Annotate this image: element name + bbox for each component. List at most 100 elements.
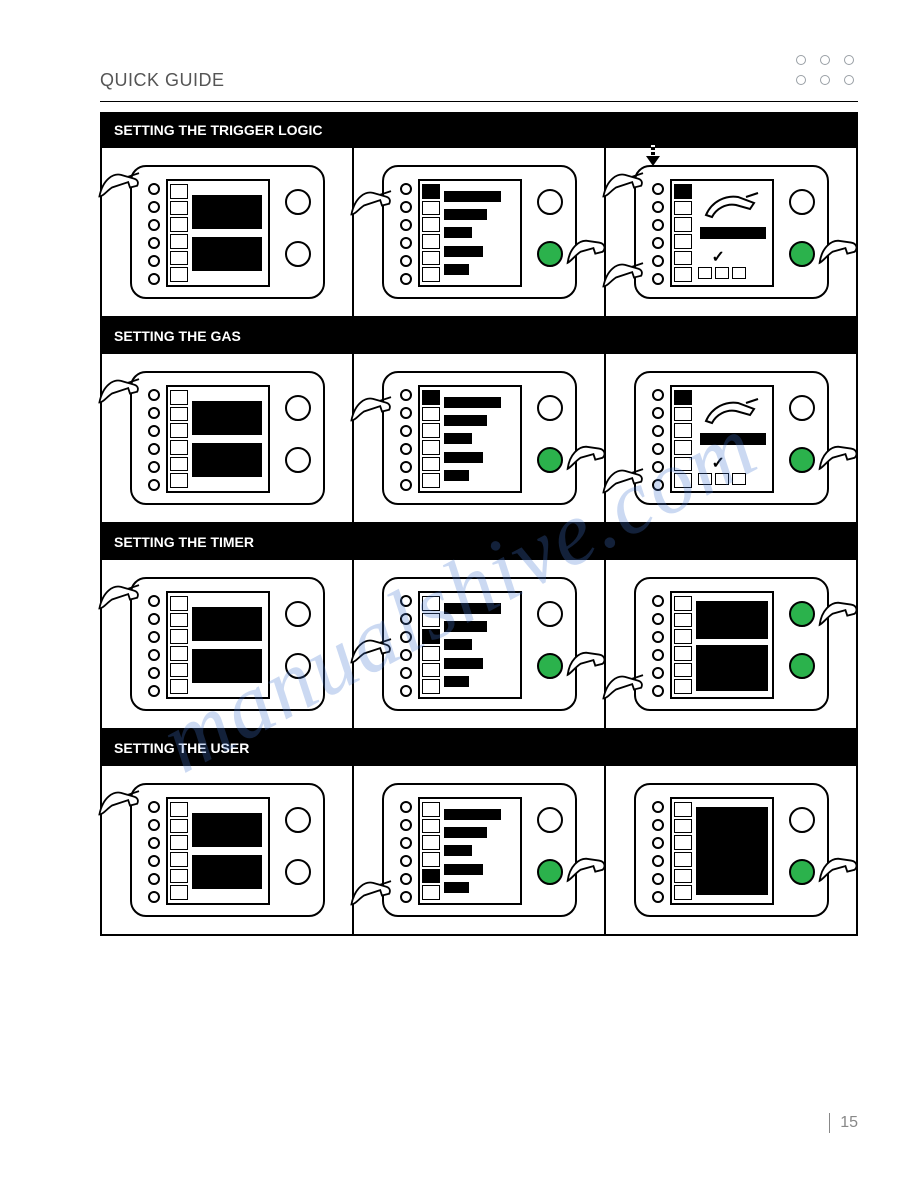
panel-button[interactable] — [400, 631, 412, 643]
upper-knob[interactable] — [285, 807, 311, 833]
panel-button[interactable] — [148, 461, 160, 473]
upper-knob[interactable] — [789, 601, 815, 627]
panel-button[interactable] — [652, 855, 664, 867]
panel-button[interactable] — [652, 837, 664, 849]
panel-button[interactable] — [400, 801, 412, 813]
upper-knob[interactable] — [285, 189, 311, 215]
panel-button[interactable] — [148, 443, 160, 455]
panel-button[interactable] — [400, 461, 412, 473]
panel-button[interactable] — [148, 219, 160, 231]
upper-knob[interactable] — [789, 395, 815, 421]
panel-button[interactable] — [652, 389, 664, 401]
panel-button[interactable] — [148, 873, 160, 885]
lower-knob[interactable] — [285, 653, 311, 679]
panel-button[interactable] — [148, 595, 160, 607]
panel-button[interactable] — [148, 273, 160, 285]
lower-knob[interactable] — [537, 653, 563, 679]
panel-screen — [166, 179, 270, 287]
panel-button[interactable] — [400, 407, 412, 419]
panel-button[interactable] — [652, 801, 664, 813]
panel-button[interactable] — [400, 837, 412, 849]
panel-button[interactable] — [652, 595, 664, 607]
panel-button[interactable] — [400, 255, 412, 267]
panel-button[interactable] — [148, 631, 160, 643]
lower-knob[interactable] — [789, 653, 815, 679]
panel-button[interactable] — [148, 479, 160, 491]
panel-button[interactable] — [148, 613, 160, 625]
panel-button[interactable] — [652, 273, 664, 285]
panel-button[interactable] — [148, 255, 160, 267]
page: QUICK GUIDE SETTING THE TRIGGER LOGIC✓SE… — [0, 0, 918, 1188]
panel-button[interactable] — [148, 891, 160, 903]
panel-button[interactable] — [148, 649, 160, 661]
panel-button[interactable] — [148, 667, 160, 679]
panel-button[interactable] — [652, 819, 664, 831]
upper-knob[interactable] — [789, 807, 815, 833]
upper-knob[interactable] — [789, 189, 815, 215]
panel-button[interactable] — [652, 631, 664, 643]
panel-button[interactable] — [148, 801, 160, 813]
panel-button[interactable] — [652, 613, 664, 625]
panel-button[interactable] — [652, 443, 664, 455]
lower-knob[interactable] — [285, 241, 311, 267]
lower-knob[interactable] — [789, 859, 815, 885]
panel-button[interactable] — [400, 891, 412, 903]
panel-button[interactable] — [652, 461, 664, 473]
panel-button[interactable] — [400, 873, 412, 885]
panel-button[interactable] — [148, 837, 160, 849]
upper-knob[interactable] — [537, 395, 563, 421]
panel-button[interactable] — [400, 389, 412, 401]
panel-button[interactable] — [652, 183, 664, 195]
lower-knob[interactable] — [789, 447, 815, 473]
panel-button[interactable] — [400, 685, 412, 697]
panel-button[interactable] — [148, 389, 160, 401]
upper-knob[interactable] — [285, 601, 311, 627]
lower-knob[interactable] — [537, 241, 563, 267]
panel-button[interactable] — [652, 649, 664, 661]
panel-button[interactable] — [400, 667, 412, 679]
panel-button[interactable] — [652, 237, 664, 249]
lower-knob[interactable] — [285, 447, 311, 473]
panel-button[interactable] — [400, 649, 412, 661]
panel-button[interactable] — [400, 237, 412, 249]
panel-button[interactable] — [652, 667, 664, 679]
panel-button[interactable] — [400, 613, 412, 625]
panel-button[interactable] — [148, 425, 160, 437]
turning-hand-icon — [816, 844, 862, 884]
panel-button[interactable] — [652, 685, 664, 697]
panel-button[interactable] — [148, 201, 160, 213]
panel-button[interactable] — [148, 855, 160, 867]
panel-button[interactable] — [652, 219, 664, 231]
upper-knob[interactable] — [537, 807, 563, 833]
upper-knob[interactable] — [537, 601, 563, 627]
panel-button[interactable] — [400, 855, 412, 867]
panel-button[interactable] — [400, 201, 412, 213]
lower-knob[interactable] — [789, 241, 815, 267]
panel-button[interactable] — [652, 201, 664, 213]
panel-button[interactable] — [400, 443, 412, 455]
panel-button[interactable] — [652, 255, 664, 267]
panel-button[interactable] — [400, 425, 412, 437]
section-title-bar: SETTING THE TIMER — [100, 524, 858, 560]
lower-knob[interactable] — [285, 859, 311, 885]
panel-button[interactable] — [652, 873, 664, 885]
panel-button[interactable] — [148, 407, 160, 419]
panel-button[interactable] — [652, 479, 664, 491]
panel-button[interactable] — [400, 183, 412, 195]
panel-button[interactable] — [652, 407, 664, 419]
panel-button[interactable] — [148, 819, 160, 831]
upper-knob[interactable] — [285, 395, 311, 421]
panel-button[interactable] — [652, 425, 664, 437]
lower-knob[interactable] — [537, 859, 563, 885]
upper-knob[interactable] — [537, 189, 563, 215]
panel-button[interactable] — [652, 891, 664, 903]
panel-button[interactable] — [400, 819, 412, 831]
panel-button[interactable] — [148, 685, 160, 697]
panel-button[interactable] — [148, 237, 160, 249]
panel-button[interactable] — [400, 595, 412, 607]
lower-knob[interactable] — [537, 447, 563, 473]
panel-button[interactable] — [148, 183, 160, 195]
panel-button[interactable] — [400, 219, 412, 231]
panel-button[interactable] — [400, 273, 412, 285]
panel-button[interactable] — [400, 479, 412, 491]
